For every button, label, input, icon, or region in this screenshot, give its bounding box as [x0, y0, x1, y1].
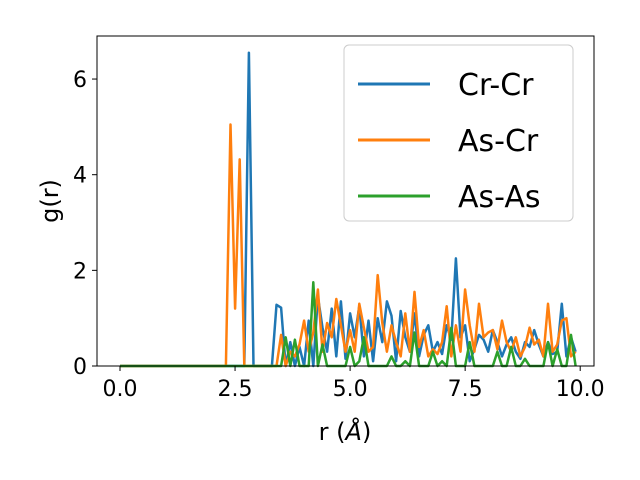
x-axis-ticks: 0.0 2.5 5.0 7.5 10.0	[103, 366, 605, 402]
legend-box	[343, 44, 574, 222]
y-tick-label: 4	[73, 164, 87, 189]
x-tick-label: 5.0	[333, 377, 368, 402]
x-tick-label: 0.0	[103, 377, 138, 402]
y-tick-label: 2	[73, 259, 87, 284]
legend: Cr-Cr As-Cr As-As	[343, 44, 574, 222]
y-axis-ticks: 0 2 4 6	[73, 68, 97, 380]
legend-label-as-cr: As-Cr	[458, 124, 539, 159]
legend-label-as-as: As-As	[458, 180, 540, 215]
y-tick-label: 0	[73, 355, 87, 380]
legend-label-cr-cr: Cr-Cr	[458, 68, 534, 103]
plot-frame	[96, 35, 595, 367]
x-tick-label: 7.5	[448, 377, 483, 402]
y-axis-label: g(r)	[36, 179, 64, 223]
x-axis-label: r (Å)	[319, 417, 372, 446]
x-tick-label: 10.0	[556, 377, 605, 402]
x-tick-label: 2.5	[218, 377, 253, 402]
y-tick-label: 6	[73, 68, 87, 93]
